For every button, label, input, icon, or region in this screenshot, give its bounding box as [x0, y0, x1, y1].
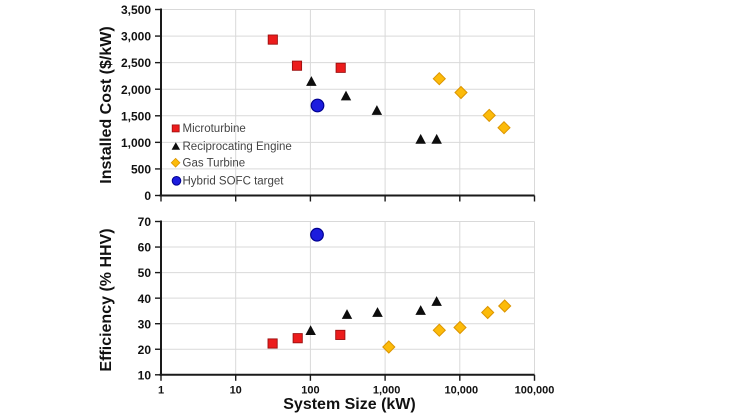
svg-text:3,000: 3,000 — [121, 30, 151, 44]
svg-text:50: 50 — [138, 266, 152, 280]
svg-text:10: 10 — [138, 368, 152, 382]
svg-text:Hybrid SOFC target: Hybrid SOFC target — [183, 176, 285, 188]
svg-text:Gas Turbine: Gas Turbine — [183, 158, 246, 170]
svg-text:2,500: 2,500 — [121, 56, 151, 70]
svg-text:1,000: 1,000 — [121, 136, 151, 150]
svg-text:100: 100 — [301, 384, 319, 396]
svg-text:0: 0 — [144, 189, 151, 203]
svg-text:Reciprocating Engine: Reciprocating Engine — [183, 141, 292, 153]
svg-text:30: 30 — [138, 317, 152, 331]
svg-text:1,500: 1,500 — [121, 109, 151, 123]
svg-text:Efficiency (% HHV): Efficiency (% HHV) — [98, 228, 115, 371]
svg-text:10,000: 10,000 — [444, 384, 478, 396]
svg-text:3,500: 3,500 — [121, 3, 151, 17]
svg-text:1,000: 1,000 — [373, 384, 401, 396]
svg-text:2,000: 2,000 — [121, 83, 151, 97]
svg-text:1: 1 — [158, 384, 164, 396]
svg-text:System Size (kW): System Size (kW) — [283, 396, 415, 413]
svg-text:Installed Cost ($/kW): Installed Cost ($/kW) — [98, 26, 115, 183]
svg-text:70: 70 — [138, 215, 152, 229]
svg-text:60: 60 — [138, 241, 152, 255]
svg-text:500: 500 — [131, 163, 151, 177]
svg-text:20: 20 — [138, 343, 152, 357]
svg-text:100,000: 100,000 — [515, 384, 555, 396]
svg-text:10: 10 — [230, 384, 242, 396]
svg-text:Microturbine: Microturbine — [183, 123, 246, 135]
svg-text:40: 40 — [138, 292, 152, 306]
